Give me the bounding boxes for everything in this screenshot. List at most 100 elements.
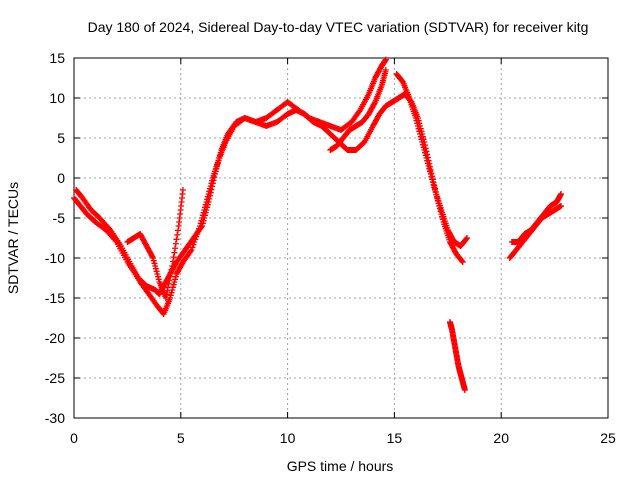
- series-track-h: [508, 191, 565, 245]
- series-track-c: [124, 187, 186, 301]
- x-tick-label: 0: [70, 430, 78, 446]
- data-point: [423, 155, 430, 161]
- data-point: [152, 263, 159, 269]
- data-point: [461, 387, 468, 393]
- y-tick-label: 15: [49, 50, 65, 66]
- data-point: [152, 265, 159, 272]
- data-point: [168, 266, 175, 273]
- data-point: [558, 191, 565, 197]
- data-point: [199, 212, 206, 219]
- data-point: [463, 235, 470, 242]
- data-point: [207, 183, 214, 189]
- data-point: [459, 258, 466, 265]
- data-point: [426, 165, 433, 172]
- y-tick-label: 10: [49, 90, 65, 106]
- y-tick-label: -10: [45, 250, 65, 266]
- axis-ticks: 0 5 10 15 20 25 -30 -25 -20 -15 -10 -5 0 5 10 15: [45, 50, 616, 446]
- data-point: [417, 133, 424, 140]
- data-point: [424, 160, 431, 167]
- y-axis-label: SDTVAR / TECUs: [5, 182, 21, 294]
- data-point: [150, 255, 157, 261]
- x-tick-label: 10: [280, 430, 296, 446]
- data-point: [205, 191, 212, 197]
- data-point: [413, 117, 420, 124]
- plot-frame: [73, 57, 609, 419]
- data-point: [431, 184, 438, 191]
- x-tick-label: 25: [600, 430, 616, 446]
- data-point: [206, 188, 213, 195]
- data-point: [422, 149, 429, 156]
- data-point: [191, 239, 198, 245]
- data-point: [419, 141, 426, 148]
- data-point: [416, 128, 423, 135]
- data-point: [149, 253, 156, 260]
- data-point: [188, 247, 195, 253]
- data-point: [154, 271, 161, 277]
- data-point: [169, 263, 176, 269]
- data-point: [173, 236, 180, 243]
- x-tick-label: 15: [387, 430, 403, 446]
- data-point: [174, 227, 181, 234]
- data-point: [155, 273, 162, 280]
- data-point: [412, 115, 419, 121]
- data-point: [165, 280, 172, 287]
- data-point: [382, 56, 389, 63]
- y-tick-label: 0: [57, 170, 65, 186]
- data-point: [172, 245, 179, 252]
- data-point: [193, 233, 200, 240]
- data-point: [163, 291, 170, 298]
- data-point: [164, 287, 171, 294]
- series-track-e: [393, 71, 471, 249]
- data-point: [202, 201, 209, 208]
- data-point: [371, 100, 378, 107]
- data-point: [172, 276, 179, 283]
- series-track-d: [327, 67, 389, 153]
- y-tick-label: 5: [57, 130, 65, 146]
- data-point: [167, 270, 174, 277]
- data-point: [171, 249, 178, 256]
- data-point: [420, 144, 427, 151]
- data-point: [428, 173, 435, 180]
- data-point: [155, 276, 162, 283]
- data-point: [208, 180, 215, 187]
- data-point: [106, 225, 113, 232]
- data-point: [195, 228, 202, 235]
- data-point: [430, 181, 437, 188]
- data-point: [425, 163, 432, 169]
- data-point: [422, 152, 429, 159]
- data-point: [190, 241, 197, 248]
- series-track-f: [446, 319, 468, 393]
- data-point: [197, 220, 204, 227]
- data-point: [169, 258, 176, 265]
- data-point: [419, 139, 426, 145]
- y-tick-label: -20: [45, 330, 65, 346]
- data-point: [414, 123, 421, 129]
- data-point: [209, 177, 216, 184]
- data-point: [164, 284, 171, 291]
- data-point: [171, 279, 178, 285]
- data-point: [427, 171, 434, 177]
- data-point: [429, 179, 436, 185]
- data-point: [382, 67, 389, 73]
- chart-title: Day 180 of 2024, Sidereal Day-to-day VTE…: [88, 19, 589, 35]
- x-tick-label: 5: [177, 430, 185, 446]
- data-point: [200, 209, 207, 216]
- data-point: [166, 277, 173, 284]
- y-tick-label: -15: [45, 290, 65, 306]
- data-point: [459, 259, 466, 265]
- data-point: [196, 225, 203, 232]
- x-axis-label: GPS time / hours: [287, 458, 394, 474]
- series-track-g: [506, 203, 565, 261]
- data-point: [174, 231, 181, 238]
- data-point: [167, 292, 174, 299]
- data-point: [172, 273, 179, 280]
- data-point: [202, 204, 209, 211]
- data-point: [151, 260, 158, 267]
- data-point: [558, 203, 565, 209]
- data-point: [417, 131, 424, 137]
- data-point: [167, 273, 174, 280]
- data-point: [197, 223, 204, 229]
- data-point: [206, 185, 213, 192]
- data-point: [162, 295, 169, 301]
